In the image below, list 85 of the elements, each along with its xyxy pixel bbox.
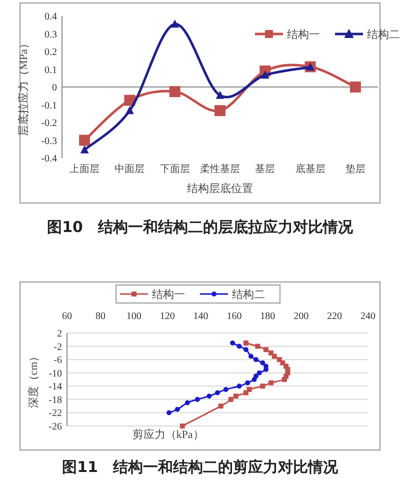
- legend-label: 结构一: [152, 288, 185, 301]
- point: [236, 384, 242, 389]
- text: 图10 结构一和结构二的层底拉应力对比情况: [47, 218, 354, 236]
- point: [206, 394, 212, 399]
- point: [263, 347, 268, 352]
- point: [184, 400, 190, 406]
- point: [260, 360, 266, 366]
- point: [174, 406, 180, 412]
- point: [260, 384, 266, 389]
- point: [255, 344, 260, 349]
- point: [166, 410, 172, 416]
- point: [256, 370, 262, 376]
- point: [233, 394, 238, 399]
- point: [282, 377, 287, 382]
- y-tick-label: -0.4: [41, 154, 57, 164]
- y-tick-label: -6: [54, 355, 62, 366]
- y-tick-label: -0.3: [41, 136, 57, 147]
- point: [230, 340, 236, 346]
- x-tick-label: 240: [360, 311, 376, 322]
- point: [169, 86, 180, 98]
- y-tick-label: -14: [48, 382, 62, 393]
- point: [350, 82, 361, 92]
- y-tick-label: 0.4: [44, 12, 57, 22]
- x-tick-label: 底基层: [295, 163, 326, 175]
- y-tick-label: -18: [48, 394, 62, 406]
- legend-label: 结构一: [287, 28, 320, 41]
- point: [218, 404, 224, 409]
- point: [248, 354, 254, 359]
- point: [216, 90, 224, 99]
- point: [268, 350, 274, 356]
- point: [243, 390, 248, 396]
- x-tick-label: 下面层: [160, 164, 190, 175]
- point: [252, 377, 257, 382]
- y-tick-label: -10: [48, 368, 62, 380]
- point: [170, 20, 180, 28]
- point: [126, 106, 134, 114]
- point: [272, 354, 277, 359]
- x-tick-label: 60: [62, 311, 72, 322]
- x-axis-title: 结构层底位置: [187, 182, 253, 195]
- point: [260, 70, 270, 79]
- point: [228, 396, 234, 402]
- y-tick-label: 0: [52, 82, 57, 94]
- x-tick-label: 120: [160, 311, 175, 322]
- point: [253, 357, 258, 362]
- y-tick-label: -0.1: [41, 100, 57, 112]
- y-axis-title: 层底拉应力（MPa）: [17, 38, 30, 136]
- x-tick-label: 220: [327, 311, 342, 322]
- x-tick-label: 基层: [255, 163, 276, 175]
- legend-label: 结构二: [367, 28, 400, 41]
- x-tick-label: 柔性基层: [200, 163, 240, 175]
- y-tick-label: 0.2: [44, 47, 57, 58]
- y-tick-label: 0.1: [44, 64, 57, 76]
- x-tick-label: 140: [193, 311, 208, 322]
- point: [263, 367, 268, 372]
- x-axis-title: 剪应力（kPa）: [132, 428, 204, 441]
- y-tick-label: -22: [48, 408, 62, 420]
- y-tick-label: -0.2: [41, 118, 57, 129]
- x-tick-label: 200: [294, 311, 309, 322]
- x-tick-label: 中面层: [114, 163, 145, 175]
- point: [243, 340, 248, 346]
- point: [180, 424, 185, 428]
- x-tick-label: 上面层: [70, 163, 100, 175]
- y-tick-label: 0.3: [44, 29, 57, 40]
- x-tick-label: 160: [226, 311, 242, 322]
- point: [214, 105, 226, 116]
- point: [215, 390, 220, 396]
- x-tick-label: 100: [126, 311, 142, 322]
- x-tick-label: 80: [95, 311, 106, 322]
- y-tick-label: 2: [57, 328, 62, 340]
- point: [246, 386, 252, 392]
- y-tick-label: -26: [48, 422, 62, 432]
- y-axis-title: 深度（cm）: [27, 350, 40, 408]
- point: [268, 380, 274, 386]
- x-tick-label: 垫层: [345, 163, 366, 175]
- y-tick-label: -2: [54, 342, 62, 353]
- point: [79, 134, 90, 146]
- point: [194, 396, 200, 402]
- point: [223, 386, 228, 392]
- text: 图11 结构一和结构二的剪应力对比情况: [62, 458, 339, 476]
- x-tick-label: 180: [260, 311, 276, 322]
- point: [236, 344, 242, 349]
- point: [243, 347, 248, 352]
- legend-label: 结构二: [232, 288, 265, 301]
- point: [80, 145, 89, 154]
- point: [245, 380, 250, 386]
